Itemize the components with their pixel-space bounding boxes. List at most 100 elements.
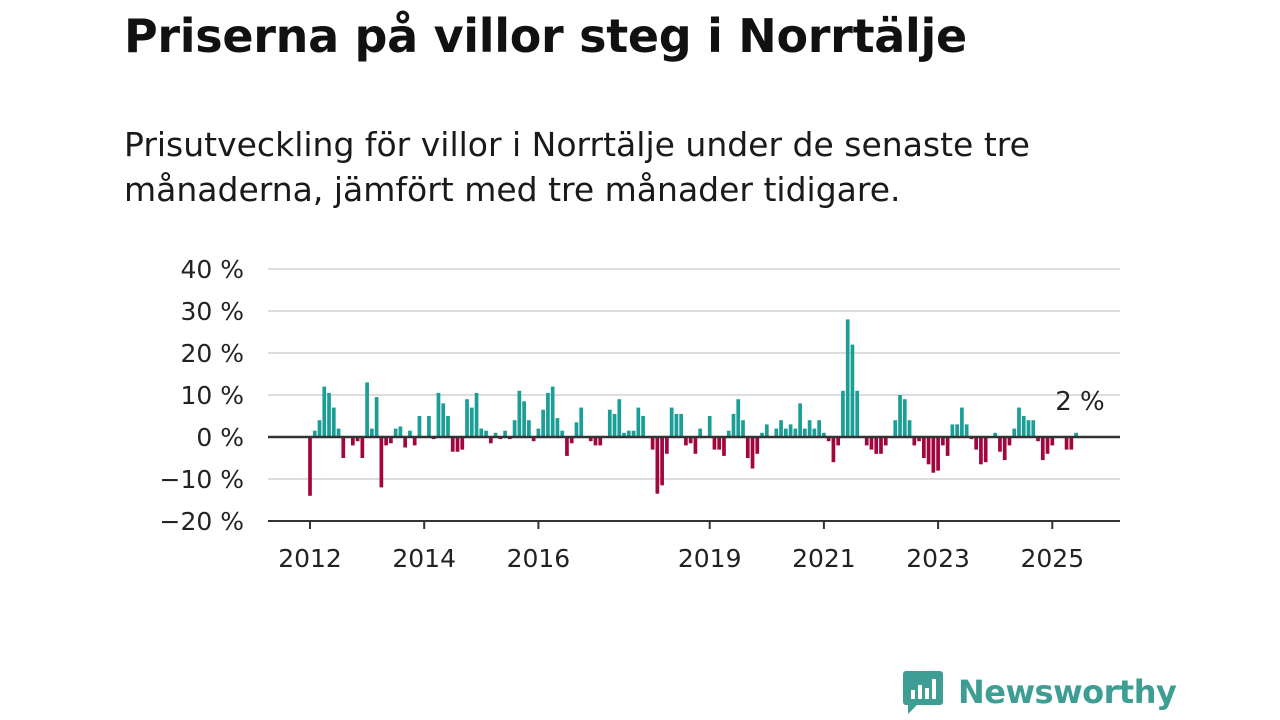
bar (322, 386, 327, 437)
bar (774, 428, 779, 437)
bar (641, 416, 645, 437)
bar (688, 437, 693, 444)
bar (726, 430, 731, 437)
bar (317, 420, 322, 437)
bar (631, 430, 636, 437)
bar (531, 437, 536, 442)
bar (845, 319, 850, 437)
bar (503, 430, 507, 437)
bar (945, 437, 950, 456)
bar (460, 437, 465, 450)
bar (912, 437, 917, 446)
bar (855, 390, 860, 437)
bar (436, 392, 441, 437)
bar (793, 428, 798, 437)
bar (574, 422, 579, 437)
bar (822, 432, 826, 437)
bar (841, 390, 845, 437)
bar (389, 437, 393, 444)
bar (655, 437, 660, 494)
bar (308, 437, 312, 496)
bar (355, 437, 360, 442)
bar (898, 395, 902, 437)
x-tick-label: 2021 (792, 544, 856, 573)
bar (684, 437, 688, 446)
bar (465, 399, 469, 437)
y-axis-labels: 40 % 30 % 20 % 10 % 0 % −10 % −20 % (160, 255, 244, 536)
bar (717, 437, 722, 450)
newsworthy-logo[interactable]: Newsworthy (902, 670, 1177, 714)
bar (812, 428, 817, 437)
bar (569, 437, 574, 444)
bar (850, 344, 855, 437)
bar (879, 437, 883, 454)
bar (474, 392, 479, 437)
bar (1017, 407, 1021, 437)
bar (736, 399, 741, 437)
bar (622, 432, 626, 437)
bar (360, 437, 365, 458)
bar (831, 437, 836, 463)
gridlines (268, 268, 1120, 480)
x-tick-label: 2025 (1020, 544, 1084, 573)
bar (550, 386, 555, 437)
bar (826, 437, 831, 442)
bar (331, 407, 336, 437)
bar (864, 437, 869, 446)
bar (455, 437, 460, 452)
bar (745, 437, 750, 458)
newsworthy-logo-icon (903, 671, 943, 714)
x-tick-label: 2012 (278, 544, 342, 573)
bar (541, 409, 546, 437)
axes (268, 435, 1120, 529)
bar (626, 430, 631, 437)
bar (341, 437, 346, 458)
y-tick-label: 20 % (180, 339, 244, 368)
bar (484, 430, 488, 437)
bar (598, 437, 603, 446)
bar (612, 413, 617, 437)
bar (1002, 437, 1007, 461)
bar (836, 437, 841, 446)
bar (788, 424, 793, 437)
bar (936, 437, 940, 471)
bar (693, 437, 698, 454)
brand-name: Newsworthy (958, 673, 1177, 711)
bar (650, 437, 655, 450)
bar (817, 420, 821, 437)
bar (1021, 416, 1026, 437)
bar (617, 399, 622, 437)
bar (955, 424, 959, 437)
bar (441, 403, 446, 437)
bar (950, 424, 955, 437)
bar (674, 413, 679, 437)
bar (707, 416, 712, 437)
x-tick-label: 2023 (906, 544, 970, 573)
bar (450, 437, 455, 452)
y-tick-label: −20 % (160, 507, 244, 536)
bar (607, 409, 612, 437)
y-tick-label: 40 % (180, 255, 244, 284)
bar (1050, 437, 1055, 446)
bar (807, 420, 812, 437)
bar (379, 437, 384, 488)
x-tick-label: 2014 (392, 544, 456, 573)
bar (408, 430, 412, 437)
bar (660, 437, 664, 486)
bar (993, 432, 998, 437)
bar (427, 416, 431, 437)
bar (1012, 428, 1017, 437)
bar (921, 437, 926, 458)
x-tick-label: 2016 (507, 544, 571, 573)
bar (779, 420, 783, 437)
bar (1026, 420, 1031, 437)
x-axis-labels: 2012 2014 2016 2019 2021 2023 2025 (278, 544, 1084, 573)
bar (593, 437, 598, 446)
bar (979, 437, 983, 465)
bar (907, 420, 912, 437)
bar (902, 399, 907, 437)
bar (522, 401, 526, 437)
bar (417, 416, 422, 437)
bar (731, 413, 736, 437)
bar (941, 437, 945, 446)
